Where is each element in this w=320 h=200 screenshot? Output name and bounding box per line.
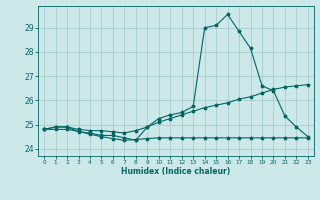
X-axis label: Humidex (Indice chaleur): Humidex (Indice chaleur) [121, 167, 231, 176]
